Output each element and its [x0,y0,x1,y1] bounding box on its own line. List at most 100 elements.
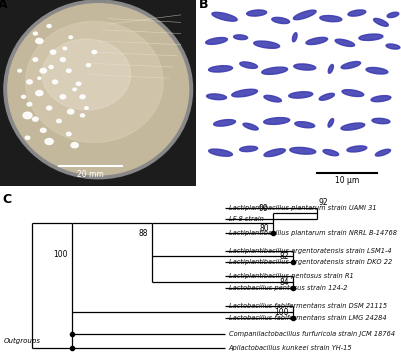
Ellipse shape [328,64,333,73]
Ellipse shape [4,0,192,179]
Ellipse shape [206,38,227,44]
Ellipse shape [295,122,315,128]
Ellipse shape [247,10,267,16]
Ellipse shape [372,118,390,124]
Ellipse shape [341,123,365,130]
Ellipse shape [323,150,338,156]
Ellipse shape [80,95,85,99]
Ellipse shape [209,149,233,156]
Ellipse shape [57,119,61,123]
Text: Companilactobacillus furfuricola strain JCM 18764: Companilactobacillus furfuricola strain … [229,330,395,337]
Ellipse shape [262,67,288,74]
Text: 80: 80 [259,224,269,233]
Ellipse shape [207,94,227,100]
Ellipse shape [23,112,32,118]
Ellipse shape [306,37,328,44]
Ellipse shape [26,80,32,84]
Ellipse shape [63,47,67,50]
Ellipse shape [33,58,38,61]
Ellipse shape [47,106,52,110]
Ellipse shape [290,147,316,154]
Ellipse shape [342,90,364,97]
Ellipse shape [36,91,43,96]
Ellipse shape [69,36,73,39]
Ellipse shape [49,66,53,68]
Ellipse shape [240,62,257,68]
Ellipse shape [212,12,237,21]
Ellipse shape [209,66,233,72]
Ellipse shape [294,10,316,20]
Ellipse shape [32,117,38,121]
Ellipse shape [85,107,88,109]
Text: Lactobacillus fabifermentans strain LMG 24284: Lactobacillus fabifermentans strain LMG … [229,315,386,321]
Ellipse shape [73,88,77,91]
Text: Lactiplantibacillus plantarum strain UAMI 31: Lactiplantibacillus plantarum strain UAM… [229,204,376,211]
Ellipse shape [38,77,41,79]
Ellipse shape [386,44,400,49]
Ellipse shape [272,18,290,24]
Ellipse shape [243,123,258,130]
Text: Lactobacillus pentosus strain 124-2: Lactobacillus pentosus strain 124-2 [229,285,347,291]
Ellipse shape [25,136,30,139]
Ellipse shape [254,41,279,48]
Text: Lactiplantibacillus argentoratensis strain LSM1-4: Lactiplantibacillus argentoratensis stra… [229,247,391,254]
Ellipse shape [320,15,342,22]
Ellipse shape [374,18,388,26]
Ellipse shape [22,95,26,98]
Text: Lactiplantibacillus pentosus strain R1: Lactiplantibacillus pentosus strain R1 [229,273,353,280]
Text: 100: 100 [274,308,289,317]
Ellipse shape [264,95,282,102]
Ellipse shape [366,67,388,74]
Text: Lactobacillus fabifermentans strain DSM 21115: Lactobacillus fabifermentans strain DSM … [229,304,387,309]
Ellipse shape [347,146,367,152]
Ellipse shape [41,128,46,132]
Ellipse shape [42,39,131,110]
Ellipse shape [8,4,188,175]
Text: LF-8 strain: LF-8 strain [229,216,263,222]
Ellipse shape [45,139,53,145]
Text: C: C [2,193,11,206]
Ellipse shape [50,50,56,54]
Text: Lactiplantibacillus argentoratensis strain DKO 22: Lactiplantibacillus argentoratensis stra… [229,259,392,265]
Ellipse shape [60,95,66,99]
Ellipse shape [294,64,316,70]
Ellipse shape [341,62,360,69]
Ellipse shape [71,142,78,148]
Ellipse shape [47,25,51,28]
Ellipse shape [27,103,32,106]
Ellipse shape [292,33,297,42]
Text: Apilactobacillus kunkeei strain YH-15: Apilactobacillus kunkeei strain YH-15 [229,345,352,351]
Ellipse shape [319,93,334,100]
Text: 82: 82 [279,252,289,261]
Ellipse shape [232,89,257,97]
Ellipse shape [234,35,247,40]
Ellipse shape [33,32,37,35]
Ellipse shape [375,149,391,156]
Ellipse shape [40,68,47,73]
Ellipse shape [92,50,97,54]
Ellipse shape [76,82,81,86]
Ellipse shape [387,12,399,18]
Text: 100: 100 [54,250,68,259]
Ellipse shape [214,120,235,126]
Ellipse shape [348,10,366,16]
Ellipse shape [371,96,391,102]
Ellipse shape [86,64,91,67]
Text: A: A [0,0,8,11]
Ellipse shape [67,132,71,136]
Ellipse shape [289,92,313,98]
Ellipse shape [60,58,65,62]
Ellipse shape [67,110,74,114]
Ellipse shape [264,149,286,156]
Text: 90: 90 [259,204,269,213]
Text: B: B [198,0,208,11]
Ellipse shape [81,114,85,117]
Text: 10 μm: 10 μm [335,176,359,185]
Ellipse shape [67,69,71,72]
Ellipse shape [359,34,383,40]
Text: 84: 84 [279,278,289,287]
Text: 20 mm: 20 mm [77,170,104,179]
Text: 88: 88 [139,229,148,238]
Ellipse shape [18,69,21,72]
Ellipse shape [240,146,257,152]
